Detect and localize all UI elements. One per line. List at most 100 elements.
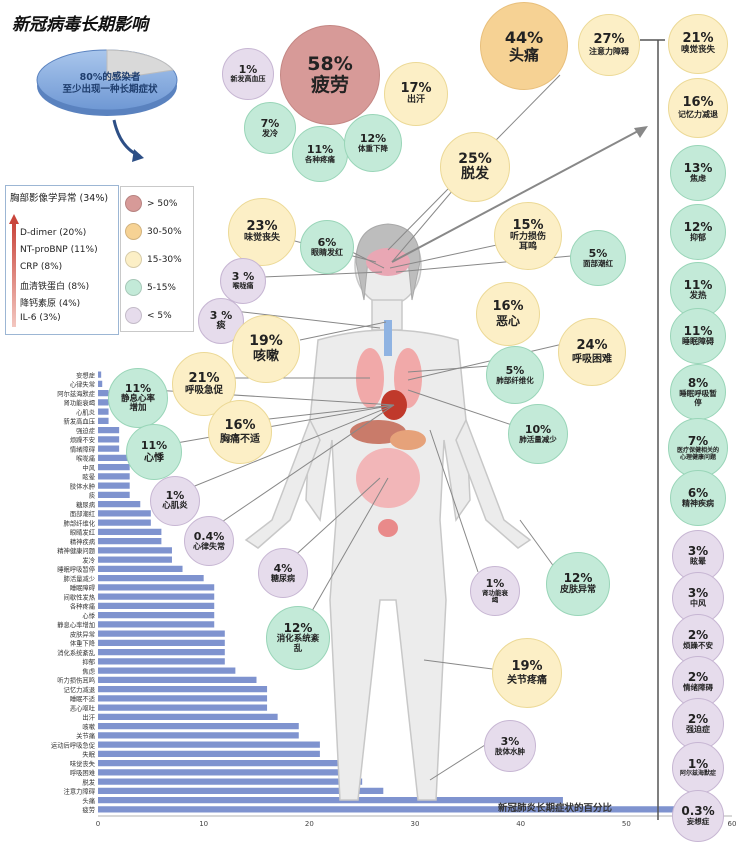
bar [98, 445, 120, 452]
bar [98, 575, 204, 582]
bar-category-label: 烦躁不安 [70, 435, 95, 444]
bar [98, 686, 268, 693]
bar-category-label: 情绪障碍 [70, 444, 96, 453]
bar-category-label: 体重下降 [70, 639, 96, 648]
bar [98, 371, 102, 378]
bar [98, 380, 103, 387]
bubble-myocarditis: 1% 心肌炎 [150, 476, 200, 526]
bubble-taste-loss: 23% 味觉丧失 [228, 198, 296, 266]
bubble-skin-abnormality: 12% 皮肤异常 [546, 552, 610, 616]
symptom-bar-chart: 妄想症心律失常阿尔兹海默症肾功能衰竭心肌炎新发高血压强迫症烦躁不安情绪障碍喉咙痛… [51, 370, 737, 828]
bubble-mental-health-issues: 7% 医疗保健相关的心理健康问题 [668, 418, 728, 478]
bar [98, 639, 225, 646]
bar-category-label: 听力损伤耳鸣 [57, 676, 95, 685]
x-tick-label: 30 [411, 820, 420, 828]
bar-category-label: 静息心率增加 [57, 620, 95, 629]
bar [98, 667, 236, 674]
pie-arrow [112, 119, 144, 162]
bar-category-label: 发冷 [82, 555, 95, 564]
pie-label-line1: 80%的感染者 [79, 72, 141, 83]
bar-category-label: 头痛 [82, 796, 95, 805]
bubble-fever: 11% 发热 [670, 262, 726, 318]
pie-label-line2: 至少出现一种长期症状 [62, 83, 158, 95]
bar-category-label: 肾功能衰竭 [64, 398, 95, 407]
bubble-paranoia: 0.3% 妄想症 [672, 790, 724, 842]
bubble-lung-fibrosis: 5% 肺部纤维化 [486, 346, 544, 404]
lab-item-ferritin: 血清铁蛋白 (8%) [20, 282, 90, 292]
category-legend-item: > 50% [125, 195, 177, 212]
bar-category-label: 面部潮红 [70, 509, 96, 518]
bar-category-label: 强迫症 [76, 426, 96, 435]
bar-category-label: 新发高血压 [64, 417, 96, 426]
bar-category-label: 肺活量减少 [64, 574, 95, 583]
bubble-sweating: 17% 出汗 [384, 62, 448, 126]
lab-item-procalcitonin: 降钙素原 (4%) [20, 299, 81, 309]
bar [98, 797, 563, 804]
category-legend: > 50% 30-50% 15-30% 5-15% < 5% [120, 186, 194, 332]
bar-category-label: 眩晕 [82, 472, 95, 481]
bubble-palpitations: 11% 心悸 [126, 424, 182, 480]
bubble-lung-capacity: 10% 肺活量减少 [508, 404, 568, 464]
bubble-nausea: 16% 恶心 [476, 282, 540, 346]
bar-category-label: 心律失常 [70, 380, 95, 389]
bar-category-label: 出汗 [82, 713, 95, 722]
bar-category-label: 精神健康问题 [57, 546, 95, 555]
lab-legend-title: 胸部影像学异常 (34%) [10, 193, 109, 204]
bar [98, 612, 215, 619]
lab-item-crp: CRP (8%) [20, 262, 63, 272]
bubble-limb-edema: 3% 肢体水肿 [484, 720, 536, 772]
bar [98, 501, 141, 508]
bubble-resting-heart-rate: 11% 静息心率增加 [108, 368, 168, 428]
x-tick-label: 0 [96, 820, 100, 828]
bar-category-label: 睡眠不适 [70, 694, 96, 703]
bubble-joint-pain: 19% 关节疼痛 [492, 638, 562, 708]
bar [98, 732, 299, 739]
bar [98, 482, 130, 489]
category-dot [125, 223, 142, 240]
bar [98, 621, 215, 628]
bubble-weight-loss: 12% 体重下降 [344, 114, 402, 172]
bar-category-label: 睡眠障碍 [70, 583, 96, 592]
x-tick-label: 10 [199, 820, 208, 828]
bar-category-label: 运动后呼吸急促 [51, 740, 96, 749]
bar [98, 417, 109, 424]
bubble-dyspnea: 24% 呼吸困难 [558, 318, 626, 386]
bar [98, 695, 268, 702]
organs [350, 248, 426, 537]
x-tick-label: 60 [728, 820, 737, 828]
bar-category-label: 睡眠呼吸暂停 [57, 565, 95, 574]
bar-category-label: 抑郁 [82, 657, 95, 666]
bar [98, 602, 215, 609]
bar-category-label: 喉咙痛 [76, 454, 95, 463]
bar-category-label: 痰 [89, 491, 96, 500]
bar [98, 750, 320, 757]
category-legend-item: 15-30% [125, 251, 182, 268]
bar-category-label: 关节痛 [76, 731, 95, 740]
bubble-cough: 19% 咳嗽 [232, 315, 300, 383]
bar [98, 649, 225, 656]
gradient-arrow-icon [9, 214, 19, 327]
x-tick-label: 20 [305, 820, 314, 828]
bar [98, 713, 278, 720]
bubble-digestive-disorder: 12% 消化系统紊乱 [266, 606, 330, 670]
lab-marker-legend: 胸部影像学异常 (34%) D-dimer (20%) NT-proBNP (1… [5, 185, 119, 335]
bar-category-label: 心悸 [82, 611, 95, 620]
bar-category-label: 注意力障碍 [64, 787, 96, 796]
bar-chart-title: 新冠肺炎长期症状的百分比 [498, 803, 613, 814]
bar-category-label: 各种疼痛 [70, 602, 95, 611]
bar-category-label: 肺部纤维化 [64, 518, 96, 527]
bar [98, 547, 172, 554]
bar [98, 436, 120, 443]
right-column-bracket [640, 39, 665, 820]
bubble-pain: 11% 各种疼痛 [292, 126, 348, 182]
pointer-arrow [391, 126, 648, 263]
bar [98, 519, 151, 526]
bar-category-label: 中风 [82, 463, 95, 472]
bar [98, 464, 130, 471]
bar [98, 723, 299, 730]
bubble-arrhythmia: 0.4% 心律失常 [184, 516, 234, 566]
bar-category-label: 味觉丧失 [70, 759, 96, 768]
bar-category-label: 妄想症 [76, 370, 96, 379]
bar [98, 427, 120, 434]
category-dot [125, 195, 142, 212]
